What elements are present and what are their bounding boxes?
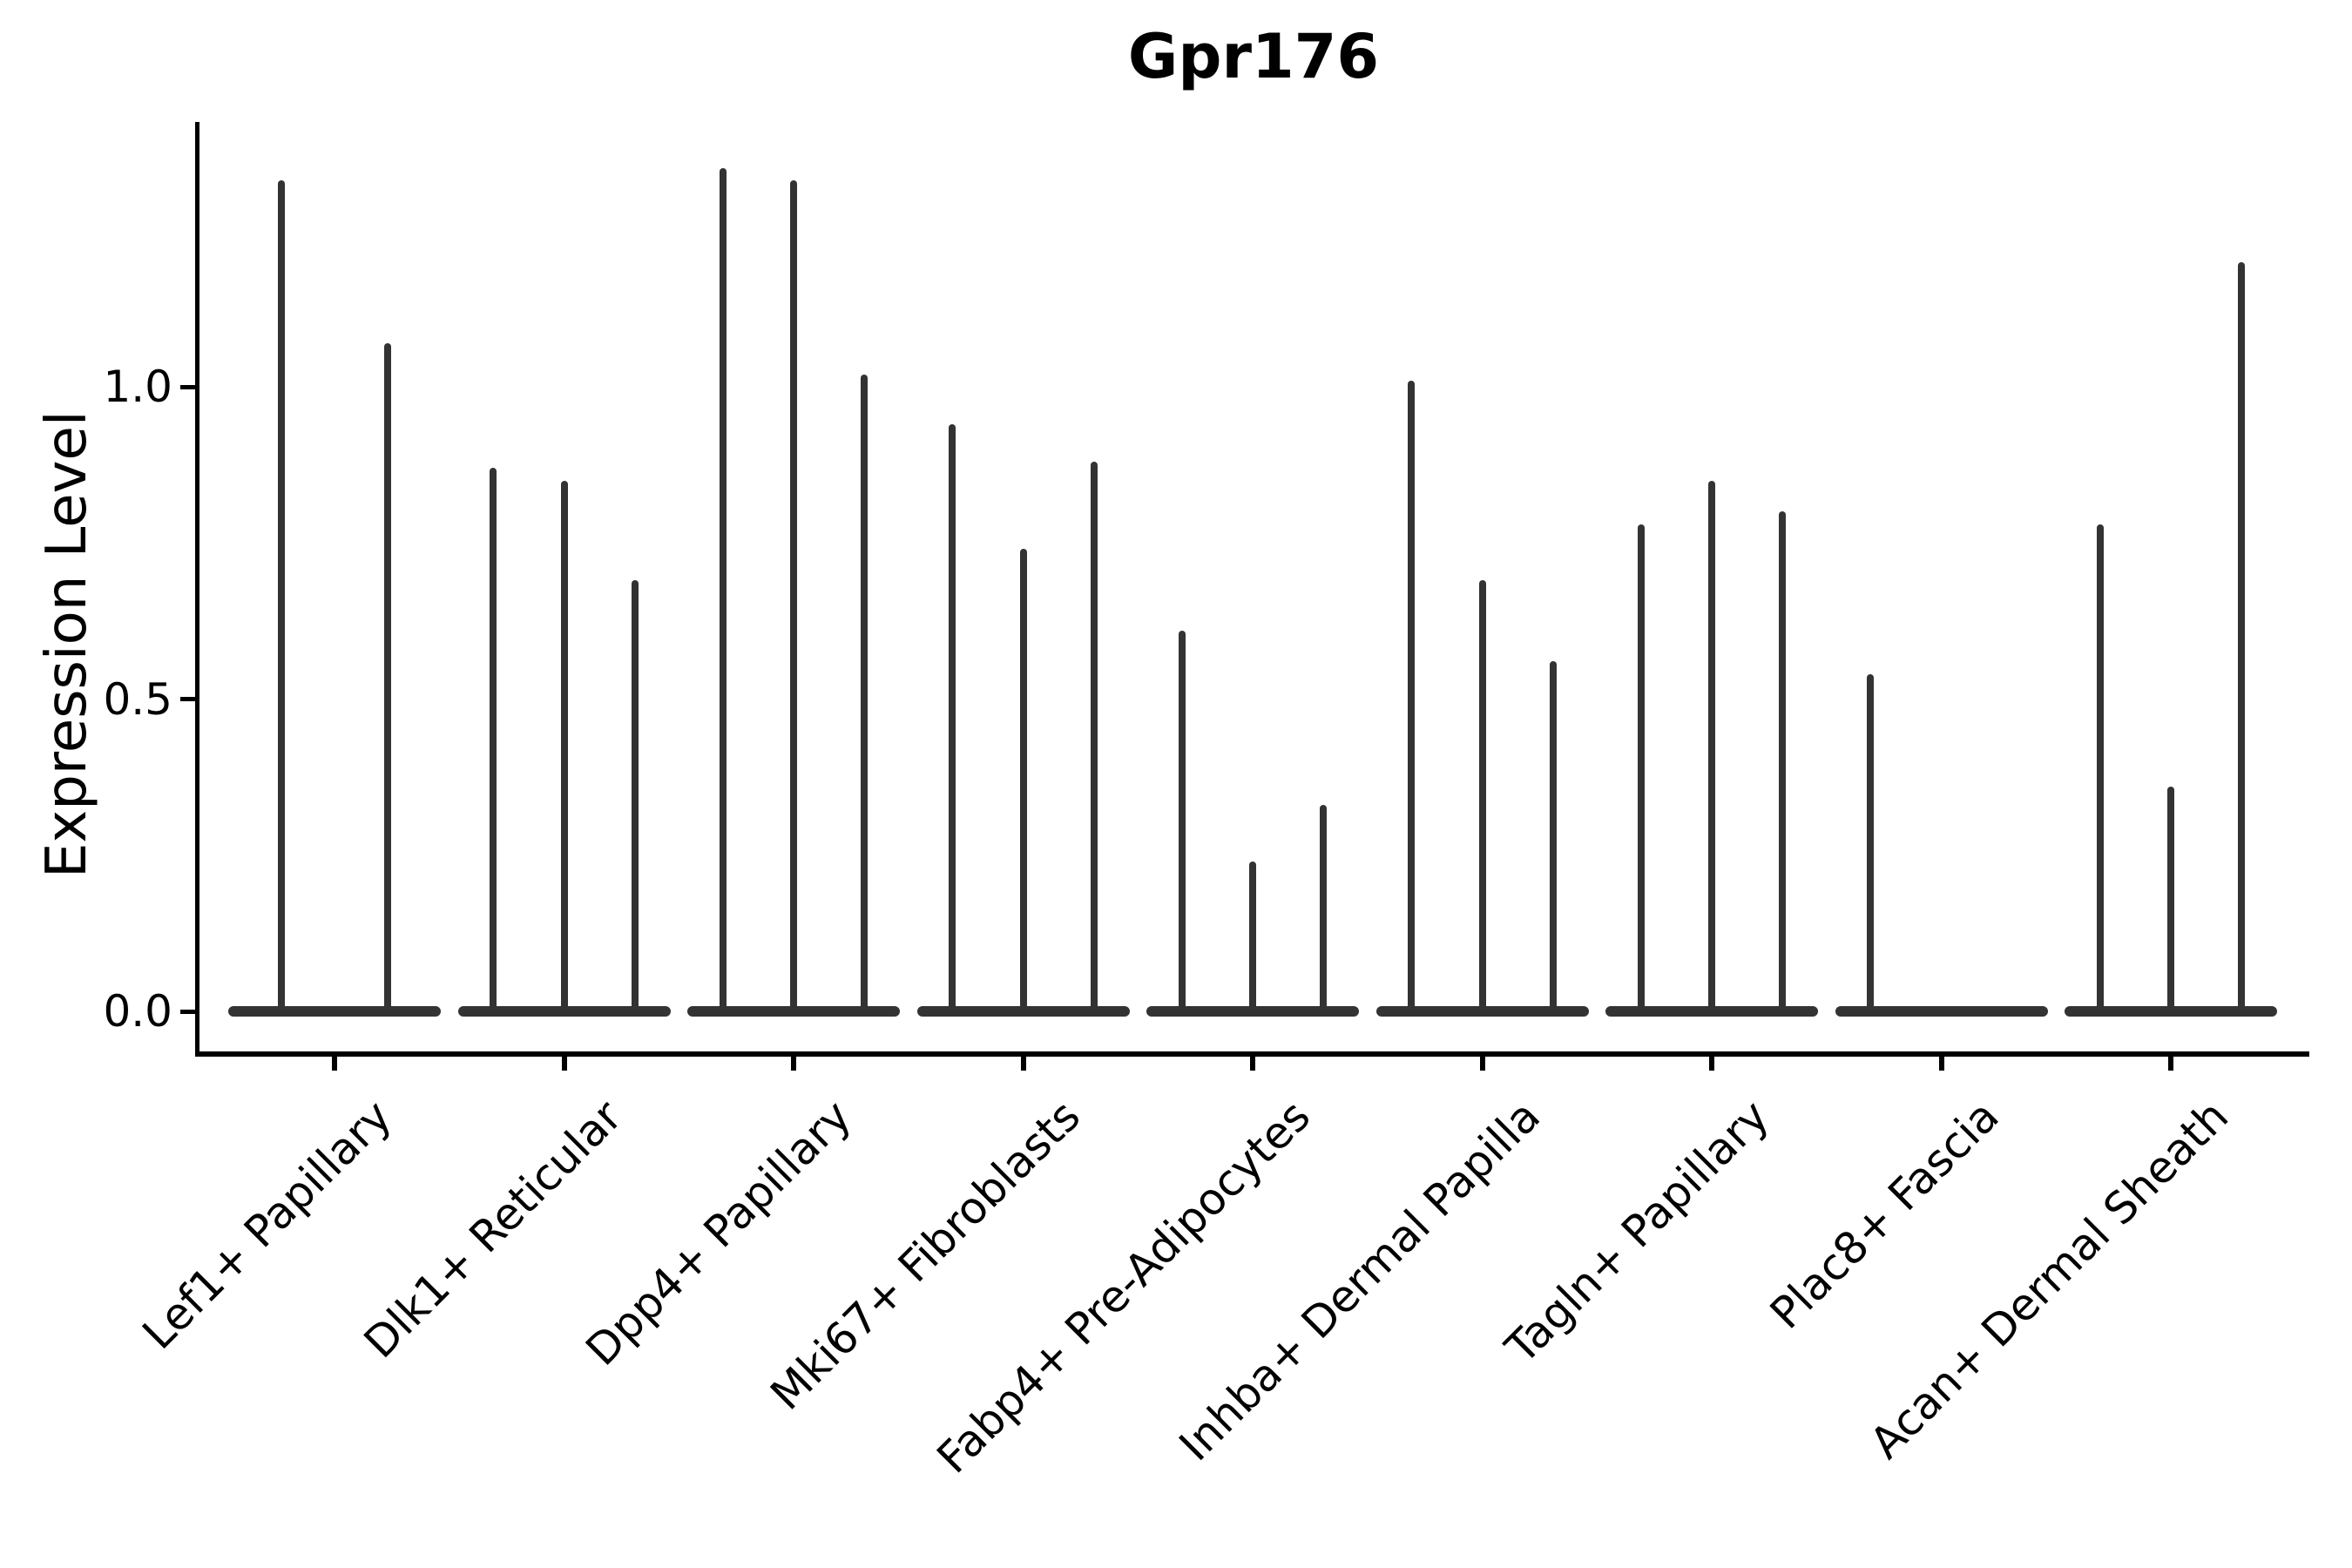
violin-base [1375,1006,1589,1017]
violin-base [1605,1006,1818,1017]
violin-base [2065,1006,2277,1017]
y-tick-mark [180,384,196,389]
violin-base [457,1006,671,1017]
violin-spike [861,374,868,1011]
x-tick-mark [791,1057,796,1071]
violin-spike [1090,462,1098,1011]
y-tick-label: 1.0 [103,362,172,412]
violin-spike [2096,524,2104,1011]
violin-base [1146,1006,1359,1017]
violin-spike [1320,805,1328,1011]
violin-spike [2167,786,2174,1011]
violin-spike [1249,861,1256,1011]
violin-spike [560,480,568,1011]
x-tick-mark [1250,1057,1255,1071]
violin-spike [1178,630,1186,1011]
x-tick-label: Fabp4+ Pre-Adipocytes [927,1091,1321,1484]
chart-title: Gpr176 [1127,21,1380,92]
y-tick-mark [180,697,196,701]
violin-spike [384,342,391,1011]
x-tick-label: Plac8+ Fascia [1760,1091,2009,1339]
violin-spike [2238,261,2246,1011]
y-tick-mark [180,1009,196,1014]
x-tick-mark [1479,1057,1485,1071]
violin-base [916,1006,1130,1017]
x-tick-mark [561,1057,567,1071]
x-axis-spine [195,1051,2309,1057]
x-tick-mark [1709,1057,1714,1071]
violin-spike [1867,673,1875,1011]
violin-spike [790,180,797,1011]
violin-spike [949,424,956,1011]
x-tick-label: Lef1+ Papillary [132,1091,402,1360]
x-tick-mark [1938,1057,1944,1071]
violin-spike [490,468,497,1011]
violin-spike [278,180,285,1011]
violin-spike [1408,380,1416,1011]
violin-spike [631,580,639,1011]
violin-spike [1019,549,1027,1011]
y-tick-label: 0.5 [103,673,172,725]
violin-spike [1549,661,1557,1011]
violin-base [687,1006,900,1017]
violin-spike [1637,524,1645,1011]
violin-spike [1478,580,1486,1011]
x-tick-mark [1020,1057,1026,1071]
violin-spike [1708,480,1715,1011]
x-tick-mark [332,1057,337,1071]
violin-base [1835,1006,2048,1017]
y-tick-label: 0.0 [103,986,172,1037]
violin-spike [1779,511,1787,1011]
violin-base [228,1006,441,1017]
x-tick-mark [2168,1057,2173,1071]
y-axis-spine [195,122,199,1054]
violin-spike [719,168,727,1011]
